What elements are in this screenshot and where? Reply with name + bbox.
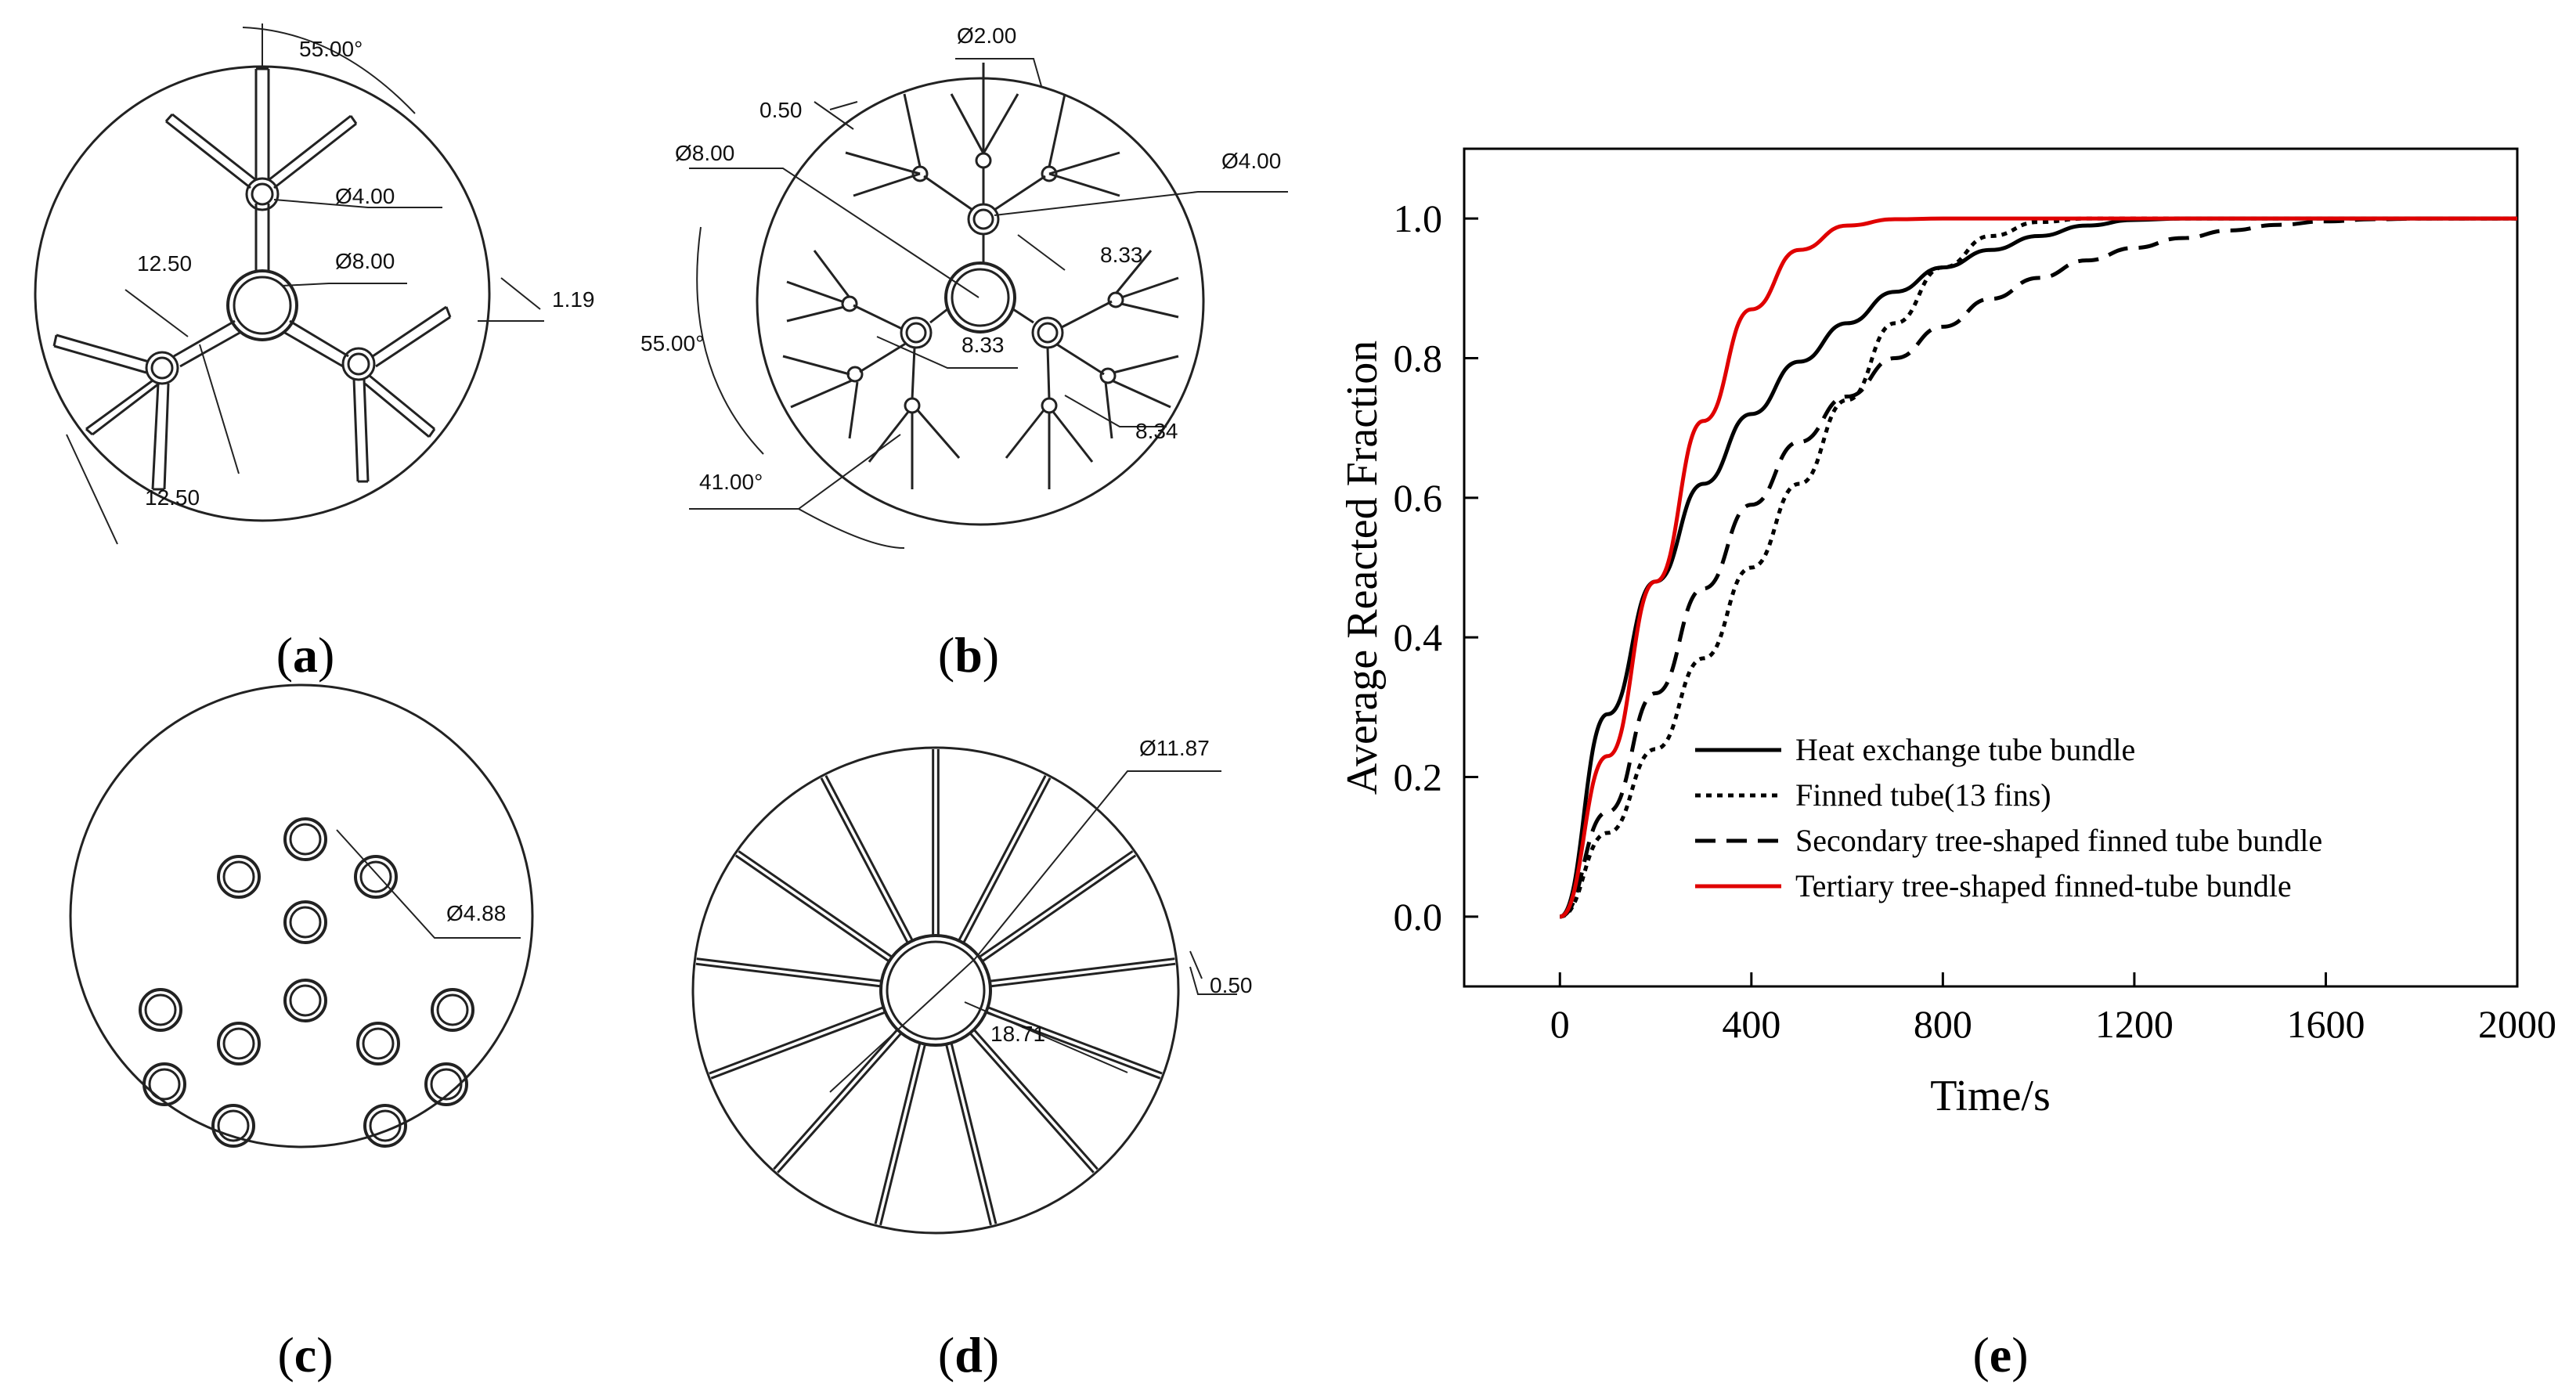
panel-b-outer-circle <box>756 77 1205 526</box>
panel-c-dimension-lines <box>336 829 521 939</box>
fin-10 <box>709 1006 886 1080</box>
y-axis-ticks: 0.0 0.2 0.4 0.6 0.8 1.0 <box>1394 197 1478 939</box>
x-axis-label: Time/s <box>1930 1072 2051 1120</box>
chart-series-group <box>1559 216 2517 919</box>
fin-6 <box>969 1029 1099 1174</box>
panel-b-dim-branch-diameter: Ø4.00 <box>1221 149 1281 173</box>
series-line-4 <box>1559 216 2517 919</box>
reacted-fraction-chart: 0 400 800 1200 1600 2000 0.0 0.2 0.4 0.6 0.8 1.0 T… <box>1338 147 2556 1120</box>
panel-a-dim-angle: 55.00° <box>299 37 363 61</box>
fin-12 <box>734 850 893 963</box>
y-tick-label: 0.8 <box>1394 337 1443 380</box>
panel-a-label: (a) <box>276 627 335 683</box>
tube-9 <box>356 1022 400 1065</box>
panel-a-dim-length-lower: 12.50 <box>145 485 200 510</box>
panel-c-dim-tube-diameter: Ø4.88 <box>446 901 506 925</box>
legend-label-3: Secondary tree-shaped finned tube bundle <box>1795 823 2322 858</box>
y-tick-label: 0.2 <box>1394 755 1443 799</box>
panel-d-dimension-labels: Ø11.87 0.50 18.71 <box>990 736 1253 1046</box>
panel-b-label: (b) <box>938 627 999 683</box>
fin-9 <box>773 1029 903 1174</box>
series-line-2 <box>1559 216 2517 919</box>
tube-12 <box>211 1104 255 1148</box>
legend-label-1: Heat exchange tube bundle <box>1795 732 2135 767</box>
panel-a-drawing <box>34 65 491 522</box>
tube-2 <box>217 855 261 899</box>
fin-4 <box>989 957 1176 988</box>
panel-b-dim-small-diameter: Ø2.00 <box>957 23 1016 48</box>
fin-3 <box>978 850 1137 963</box>
y-tick-label: 1.0 <box>1394 197 1443 240</box>
panel-b-dim-fin-thickness: 0.50 <box>759 98 803 122</box>
legend-label-2: Finned tube(13 fins) <box>1795 777 2051 813</box>
panel-d-dim-fin-length: 18.71 <box>990 1022 1045 1046</box>
tube-11 <box>424 1062 468 1106</box>
x-tick-label: 1200 <box>2095 1002 2174 1046</box>
panel-b-dimension-lines <box>689 58 1288 549</box>
y-tick-label: 0.6 <box>1394 476 1443 520</box>
panel-b-dim-length-upper: 8.33 <box>1100 243 1143 267</box>
fin-7 <box>945 1042 998 1226</box>
x-tick-label: 400 <box>1722 1002 1780 1046</box>
y-tick-label: 0.4 <box>1394 615 1443 659</box>
panel-b-drawing <box>756 63 1205 526</box>
panel-c-label: (c) <box>277 1327 333 1383</box>
tube-10 <box>143 1062 186 1106</box>
chart-legend: Heat exchange tube bundle Finned tube(13 … <box>1695 732 2322 903</box>
series-line-3 <box>1559 216 2517 919</box>
panel-a-dim-fin-thickness: 1.19 <box>552 287 595 312</box>
panel-a-dim-center-diameter: Ø8.00 <box>335 249 395 273</box>
panel-d-label: (d) <box>938 1327 999 1383</box>
fin-13 <box>820 775 914 944</box>
panel-a-dimension-labels: 55.00° Ø4.00 12.50 Ø8.00 1.19 12.50 <box>137 37 595 510</box>
tube-6 <box>283 979 327 1022</box>
y-axis-label: Average Reacted Fraction <box>1338 341 1387 795</box>
x-tick-label: 2000 <box>2478 1002 2556 1046</box>
panel-b-dim-length-lower: 8.34 <box>1135 419 1178 443</box>
x-tick-label: 1600 <box>2286 1002 2365 1046</box>
panel-b-dim-angle-41: 41.00° <box>699 470 763 494</box>
panel-b-dim-angle-55: 55.00° <box>640 331 704 355</box>
panel-d-dimension-lines <box>829 770 1237 1093</box>
fin-2 <box>958 775 1052 944</box>
fin-11 <box>695 957 882 988</box>
panel-c-drawing <box>69 683 534 1148</box>
panel-c-tube-group <box>139 817 474 1148</box>
panel-b-dimension-labels: Ø2.00 0.50 Ø4.00 Ø8.00 8.33 55.00° 8.33 … <box>640 23 1281 494</box>
fin-8 <box>874 1042 926 1226</box>
tube-3 <box>354 855 398 899</box>
tube-4 <box>283 900 327 944</box>
panel-a-outer-circle <box>34 65 491 522</box>
panel-b-dim-center-diameter: Ø8.00 <box>675 141 734 165</box>
tube-13 <box>363 1104 407 1148</box>
x-axis-ticks: 0 400 800 1200 1600 2000 <box>1550 972 2556 1046</box>
panel-b-dim-length-middle: 8.33 <box>961 333 1005 357</box>
fin-1 <box>932 749 940 936</box>
panel-d-fin-group <box>695 749 1176 1226</box>
tube-7 <box>431 988 474 1032</box>
tube-5 <box>139 988 182 1032</box>
panel-d-drawing <box>691 746 1180 1235</box>
x-tick-label: 0 <box>1550 1002 1570 1046</box>
panel-a-dim-length-upper: 12.50 <box>137 251 192 276</box>
panel-e-label: (e) <box>1972 1327 2028 1383</box>
y-tick-label: 0.0 <box>1394 895 1443 939</box>
panel-d-dim-tube-diameter: Ø11.87 <box>1139 736 1210 760</box>
chart-plot-frame <box>1463 147 2519 988</box>
panel-c-outer-circle <box>69 683 534 1148</box>
panel-d-dim-fin-thickness: 0.50 <box>1210 973 1253 997</box>
x-tick-label: 800 <box>1914 1002 1972 1046</box>
panel-d-outer-circle <box>691 746 1180 1235</box>
tube-1 <box>283 817 327 861</box>
panel-a-dim-branch-diameter: Ø4.00 <box>335 184 395 208</box>
tube-8 <box>217 1022 261 1065</box>
legend-label-4: Tertiary tree-shaped finned-tube bundle <box>1795 868 2292 903</box>
panel-a-dimension-lines <box>66 23 544 545</box>
